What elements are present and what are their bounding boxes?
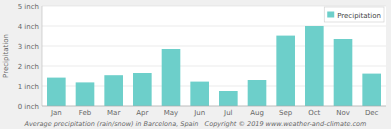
legend-swatch — [327, 12, 334, 18]
y-tick-label: 2 inch — [18, 63, 39, 71]
x-tick-label: Feb — [79, 109, 92, 117]
x-axis-line — [42, 106, 386, 107]
plot-area — [42, 6, 386, 106]
bar — [334, 39, 353, 106]
grid-line — [42, 26, 386, 27]
x-tick-label: Mar — [107, 109, 120, 117]
bar — [190, 82, 209, 106]
y-tick-label: 0 inch — [18, 103, 39, 111]
x-tick-label: Nov — [336, 109, 350, 117]
x-tick-label: Apr — [136, 109, 148, 117]
x-tick-label: Sep — [279, 109, 293, 117]
bar — [276, 36, 295, 106]
bar — [47, 78, 66, 106]
bar — [305, 26, 324, 106]
y-tick-label: 1 inch — [18, 83, 39, 91]
legend-label: Precipitation — [337, 12, 381, 20]
x-tick-label: Aug — [250, 109, 264, 117]
x-tick-label: Jan — [50, 109, 62, 117]
y-axis-line — [42, 6, 43, 106]
x-tick-label: Oct — [308, 109, 320, 117]
annotation: Average precipitation (rain/snow) in Bar… — [24, 120, 367, 128]
bar — [104, 75, 123, 106]
bar — [76, 82, 95, 106]
bar — [248, 80, 267, 106]
legend-box — [324, 7, 384, 22]
bar — [219, 91, 238, 106]
background — [0, 0, 391, 129]
x-tick-label: Jun — [193, 109, 205, 117]
bars — [47, 26, 381, 106]
x-tick-label: Jul — [223, 109, 233, 117]
x-tick-label: Dec — [365, 109, 379, 117]
grid-line — [42, 6, 386, 7]
x-tick-label: May — [164, 109, 178, 117]
y-tick-label: 5 inch — [18, 3, 39, 11]
chart: 0 inch 1 inch 2 inch 3 inch 4 inch 5 inch Jan F… — [0, 0, 391, 129]
bar — [162, 49, 181, 106]
legend: Precipitation — [324, 7, 384, 22]
y-tick-label: 3 inch — [18, 43, 39, 51]
bar — [362, 74, 381, 106]
y-tick-label: 4 inch — [18, 23, 39, 31]
y-axis-label: Precipitation — [2, 34, 10, 78]
bar — [133, 73, 152, 106]
